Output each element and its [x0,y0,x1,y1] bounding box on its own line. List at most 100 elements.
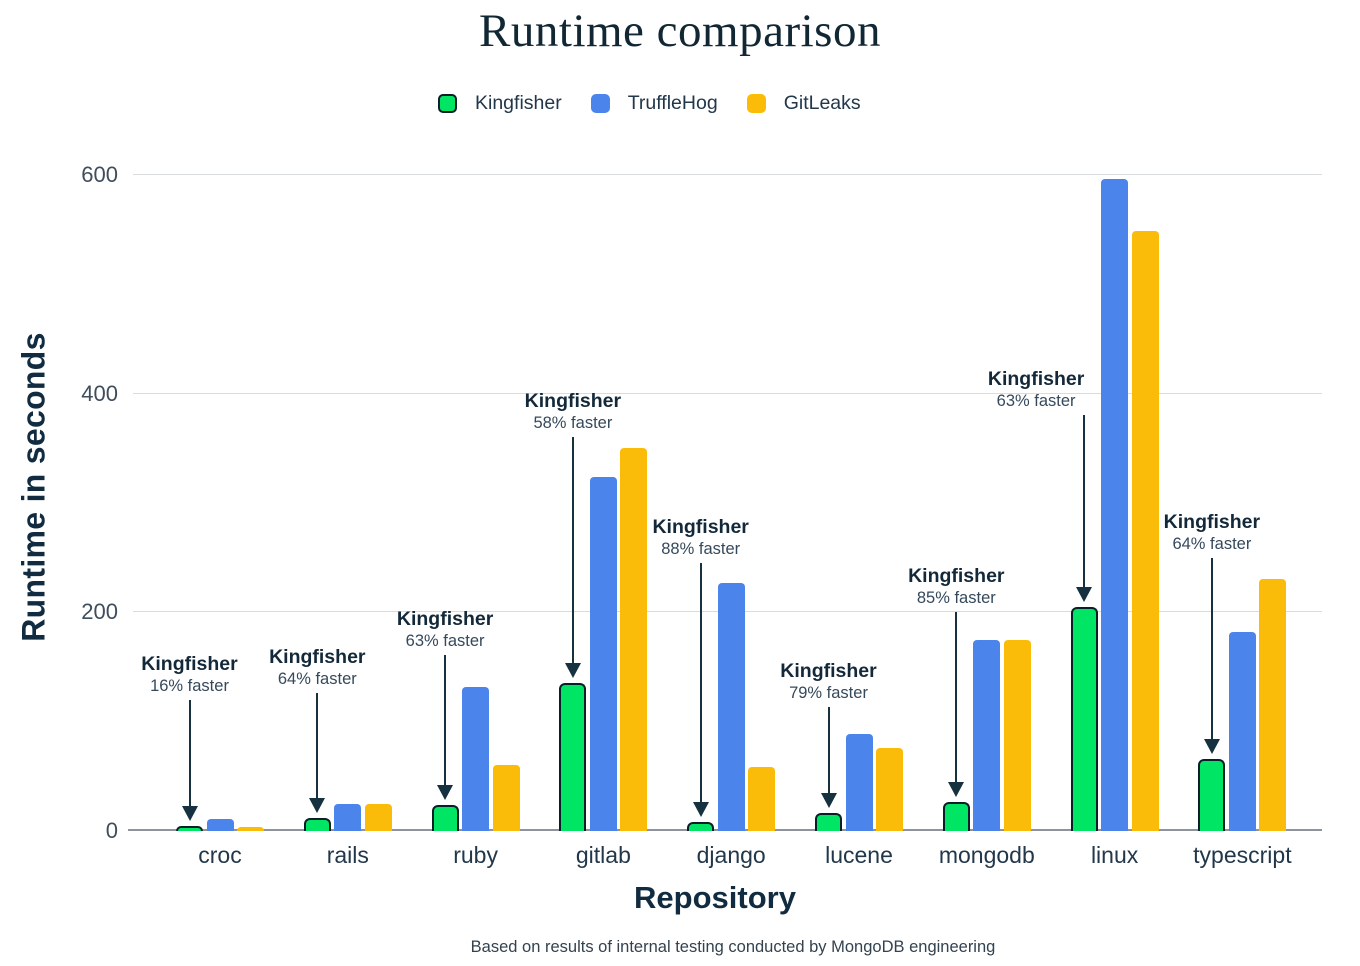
annotation-arrow-line-django [699,563,702,804]
y-tick-label-600: 600 [81,162,118,187]
annotation-subtitle: 79% faster [789,684,868,702]
bar-gitleaks-linux [1131,230,1159,831]
bar-trufflehog-django [717,582,745,831]
annotation-arrow-head-croc [181,805,198,821]
annotation-title: Kingfisher [269,646,366,668]
annotation-title: Kingfisher [987,368,1085,390]
annotation-rails: Kingfisher 64% faster [227,646,407,689]
x-axis-label-gitlab: gitlab [575,842,631,868]
annotation-subtitle: 16% faster [150,677,229,695]
bar-gitleaks-lucene [876,748,903,831]
annotation-subtitle: 88% faster [661,540,741,558]
annotation-subtitle: 58% faster [533,414,613,432]
bar-trufflehog-lucene [845,733,873,831]
annotation-gitlab: Kingfisher 58% faster [483,390,663,433]
annotation-arrow-head-mongodb [948,781,965,797]
annotation-arrow-line-typescript [1210,558,1213,740]
annotation-mongodb: Kingfisher 85% faster [866,565,1046,608]
legend-swatch-trufflehog [590,94,610,113]
bar-kingfisher-mongodb [942,801,970,831]
legend-item-trufflehog: TruffleHog [590,92,718,115]
bar-gitleaks-rails [364,803,392,831]
y-tick-label-200: 200 [81,599,118,625]
bar-kingfisher-django [687,822,715,831]
annotation-ruby: Kingfisher 63% faster [355,608,535,651]
annotation-subtitle: 63% faster [996,392,1076,410]
x-axis-label-mongodb: mongodb [938,842,1035,868]
annotation-title: Kingfisher [1163,511,1261,533]
bar-trufflehog-croc [206,819,234,831]
legend-swatch-kingfisher [438,94,457,113]
annotation-title: Kingfisher [908,565,1005,587]
annotation-linux: Kingfisher 63% faster [946,368,1126,411]
legend-swatch-gitleaks [746,94,766,113]
x-axis-label-typescript: typescript [1193,842,1292,868]
bar-kingfisher-croc [176,825,203,831]
annotation-arrow-head-linux [1076,586,1093,602]
bar-kingfisher-linux [1070,606,1098,831]
bar-trufflehog-linux [1101,179,1129,831]
legend-label-gitleaks: GitLeaks [783,92,861,114]
x-axis-title: Repository [634,880,796,915]
annotation-arrow-head-lucene [820,792,837,808]
gridline-600 [133,174,1322,175]
annotation-arrow-line-croc [188,700,191,807]
annotation-typescript: Kingfisher 64% faster [1122,511,1302,554]
annotation-arrow-line-gitlab [571,437,574,665]
legend-item-gitleaks: GitLeaks [746,92,861,115]
annotation-subtitle: 63% faster [405,632,485,650]
footnote: Based on results of internal testing con… [470,938,996,956]
y-tick-label-400: 400 [81,380,118,406]
annotation-arrow-line-mongodb [955,612,958,783]
bar-gitleaks-typescript [1259,578,1287,831]
x-axis-label-linux: linux [1090,842,1139,868]
annotation-arrow-head-ruby [437,784,454,800]
annotation-arrow-line-rails [316,693,319,799]
annotation-title: Kingfisher [780,660,877,682]
annotation-arrow-line-linux [1083,415,1086,588]
annotation-subtitle: 64% faster [277,670,357,688]
y-tick-label-0: 0 [105,818,118,843]
y-axis-title: Runtime in seconds [15,332,52,642]
bar-kingfisher-rails [303,817,331,831]
bar-kingfisher-lucene [815,812,842,831]
annotation-arrow-head-gitlab [564,663,581,679]
x-axis-label-rails: rails [326,842,369,868]
annotation-title: Kingfisher [141,653,238,675]
bar-trufflehog-gitlab [589,476,617,831]
annotation-django: Kingfisher 88% faster [611,516,791,559]
bar-kingfisher-ruby [431,804,459,831]
annotation-lucene: Kingfisher 79% faster [739,660,919,703]
x-axis-label-django: django [696,842,766,868]
bar-trufflehog-ruby [462,686,490,831]
annotation-subtitle: 85% faster [916,589,996,607]
annotation-title: Kingfisher [652,516,749,538]
annotation-arrow-line-ruby [444,655,447,786]
bar-trufflehog-rails [334,803,362,831]
bar-gitleaks-mongodb [1003,639,1031,831]
annotation-title: Kingfisher [396,608,494,630]
bar-kingfisher-typescript [1198,758,1226,831]
bar-gitleaks-gitlab [620,448,648,831]
legend-label-trufflehog: TruffleHog [627,92,718,114]
bar-trufflehog-mongodb [973,639,1001,831]
annotation-arrow-head-typescript [1203,738,1220,754]
bar-gitleaks-croc [237,826,264,831]
gridline-400 [133,392,1322,394]
legend: Kingfisher TruffleHog GitLeaks [438,92,861,115]
annotation-title: Kingfisher [524,390,622,412]
annotation-croc: Kingfisher 16% faster [100,653,280,696]
annotation-subtitle: 64% faster [1172,535,1252,553]
x-axis-label-ruby: ruby [453,842,498,868]
annotation-arrow-head-django [692,802,709,818]
bar-gitleaks-django [748,766,776,831]
annotation-arrow-line-lucene [827,707,830,794]
bar-trufflehog-typescript [1228,632,1256,831]
bar-kingfisher-gitlab [559,683,587,831]
annotation-arrow-head-rails [309,797,326,813]
bar-gitleaks-ruby [492,765,520,831]
x-axis-label-lucene: lucene [825,842,893,868]
x-axis-label-croc: croc [198,842,242,868]
legend-item-kingfisher: Kingfisher [438,92,562,115]
